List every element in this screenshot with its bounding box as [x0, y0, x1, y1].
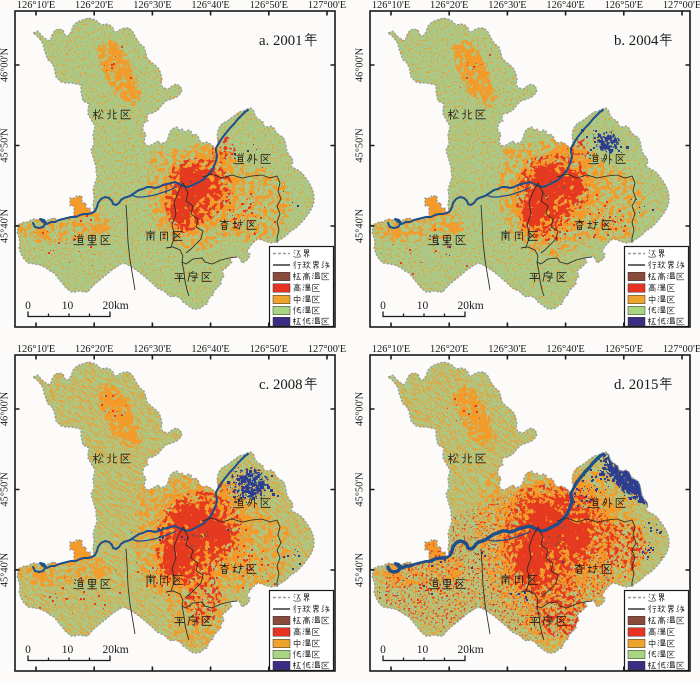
- svg-text:a. 2001: a. 2001: [259, 33, 303, 49]
- svg-text:c. 2008: c. 2008: [259, 377, 303, 393]
- svg-text:b. 2004: b. 2004: [614, 33, 659, 49]
- svg-text:d. 2015: d. 2015: [614, 377, 658, 393]
